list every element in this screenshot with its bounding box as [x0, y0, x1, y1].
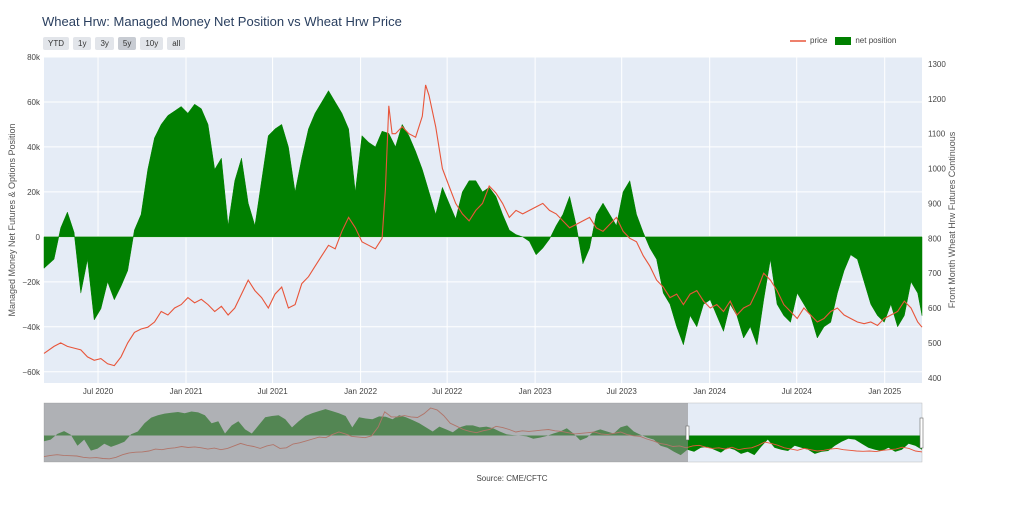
x-axis-tick-label: Jul 2021	[257, 387, 288, 396]
right-axis-tick-label: 1000	[928, 165, 946, 174]
x-axis-ticks: Jul 2020 Jan 2021 Jul 2021 Jan 2022 Jul 2022…	[83, 387, 902, 396]
right-axis-tick-label: 500	[928, 339, 942, 348]
range-button-5y[interactable]: 5y	[117, 37, 137, 50]
x-axis-tick-label: Jul 2024	[782, 387, 813, 396]
left-axis-tick-label: 20k	[27, 188, 41, 197]
price-line	[43, 84, 923, 367]
x-axis-tick-label: Jan 2023	[519, 387, 552, 396]
slider-unselected-mask	[44, 403, 688, 462]
slider-handle-right[interactable]	[919, 417, 924, 449]
x-axis-tick-label: Jan 2025	[868, 387, 901, 396]
right-axis-tick-label: 900	[928, 199, 942, 208]
left-axis-tick-label: 80k	[27, 53, 41, 62]
x-axis-tick-label: Jul 2023	[607, 387, 638, 396]
legend-line-swatch	[790, 39, 806, 42]
range-button-1y[interactable]: 1y	[73, 37, 92, 50]
left-axis-tick-label: −40k	[22, 323, 41, 332]
left-axis-tick-label: 60k	[27, 98, 41, 107]
left-axis-tick-label: 40k	[27, 143, 41, 152]
source-note: Source: CME/CFTC	[476, 474, 548, 483]
left-axis-title: Managed Money Net Futures & Options Posi…	[7, 123, 17, 316]
x-axis-tick-label: Jan 2021	[170, 387, 203, 396]
legend-area-swatch	[835, 36, 852, 45]
right-axis-tick-label: 1100	[928, 130, 946, 139]
left-axis-tick-label: −60k	[22, 368, 41, 377]
legend-item-net-position[interactable]: net position	[835, 36, 896, 45]
range-button-all[interactable]: all	[167, 37, 186, 50]
x-axis-tick-label: Jan 2022	[344, 387, 377, 396]
range-button-10y[interactable]: 10y	[140, 37, 164, 50]
x-axis-tick-label: Jul 2022	[432, 387, 463, 396]
legend: price net position	[790, 36, 896, 45]
x-axis-tick-label: Jan 2024	[693, 387, 726, 396]
right-axis-title: Front Month Wheat Hrw Futures Continuous	[947, 131, 957, 308]
right-axis-tick-label: 400	[928, 374, 942, 383]
price-line-path	[43, 84, 923, 367]
right-axis-tick-label: 800	[928, 234, 942, 243]
range-slider[interactable]	[43, 402, 924, 463]
right-axis-ticks: 400 500 600 700 800 900 1000 1100 1200 1300	[928, 60, 946, 383]
range-button-ytd[interactable]: YTD	[43, 37, 69, 50]
right-axis-tick-label: 600	[928, 304, 942, 313]
legend-label-price: price	[810, 36, 828, 45]
x-axis-tick-label: Jul 2020	[83, 387, 114, 396]
range-button-3y[interactable]: 3y	[95, 37, 114, 50]
slider-handle-left[interactable]	[685, 425, 690, 441]
left-axis-ticks: −60k −40k −20k 0 20k 40k 60k 80k	[22, 53, 41, 377]
left-axis-tick-label: −20k	[22, 278, 41, 287]
left-axis-tick-label: 0	[36, 233, 41, 242]
chart-title: Wheat Hrw: Managed Money Net Position vs…	[42, 14, 402, 29]
range-selector: YTD 1y 3y 5y 10y all	[43, 37, 186, 50]
legend-item-price[interactable]: price	[790, 36, 827, 45]
right-axis-tick-label: 1200	[928, 95, 946, 104]
legend-label-net-position: net position	[855, 36, 897, 45]
right-axis-tick-label: 1300	[928, 60, 946, 69]
right-axis-tick-label: 700	[928, 269, 942, 278]
